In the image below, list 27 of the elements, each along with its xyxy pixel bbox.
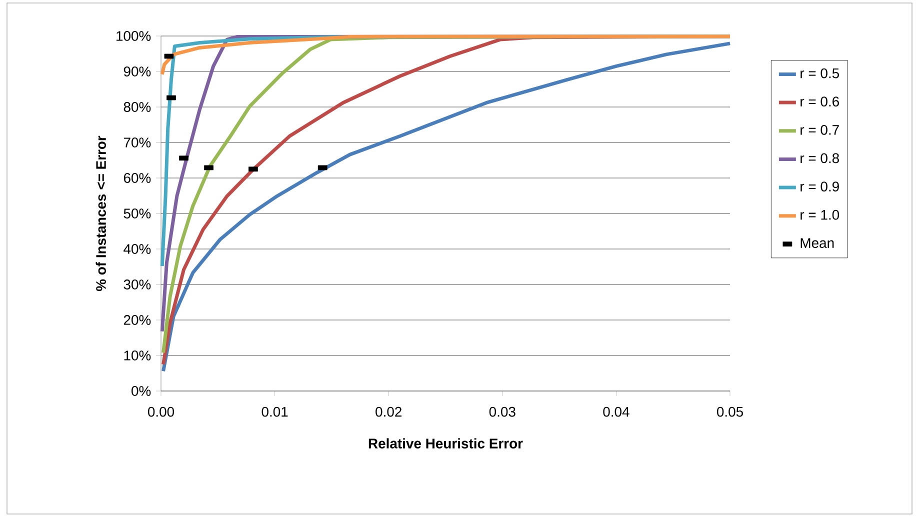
y-tick-label: 20%: [124, 315, 151, 325]
legend-label: Mean: [800, 238, 834, 248]
x-axis-title: Relative Heuristic Error: [368, 438, 523, 448]
y-tick-label: 10%: [124, 350, 151, 360]
y-tick-label: 60%: [124, 173, 151, 183]
y-tick-label: 40%: [124, 244, 151, 254]
x-tick-label: 0.04: [603, 406, 630, 417]
legend-label: r = 0.9: [800, 182, 839, 192]
legend-label: r = 0.8: [800, 153, 839, 164]
y-tick-label: 90%: [124, 66, 151, 76]
legend-label: r = 1.0: [800, 210, 840, 220]
y-tick-label: 100%: [116, 31, 151, 41]
y-tick-label: 70%: [124, 138, 151, 148]
x-tick-label: 0.00: [148, 406, 174, 417]
y-tick-label: 30%: [124, 280, 151, 290]
line-series: [160, 34, 732, 76]
x-tick-label: 0.03: [489, 406, 516, 417]
legend-label: r = 0.5: [800, 68, 840, 78]
x-tick-label: 0.02: [376, 406, 402, 417]
legend-label: r = 0.6: [800, 96, 839, 107]
x-tick-label: 0.05: [716, 406, 743, 417]
y-tick-label: 0%: [132, 386, 151, 396]
legend-label: r = 0.7: [800, 124, 839, 135]
y-axis-title: % of Instances <= Error: [96, 136, 106, 292]
x-tick-label: 0.01: [262, 406, 288, 417]
y-tick-label: 80%: [124, 102, 151, 112]
y-tick-label: 50%: [124, 208, 151, 218]
